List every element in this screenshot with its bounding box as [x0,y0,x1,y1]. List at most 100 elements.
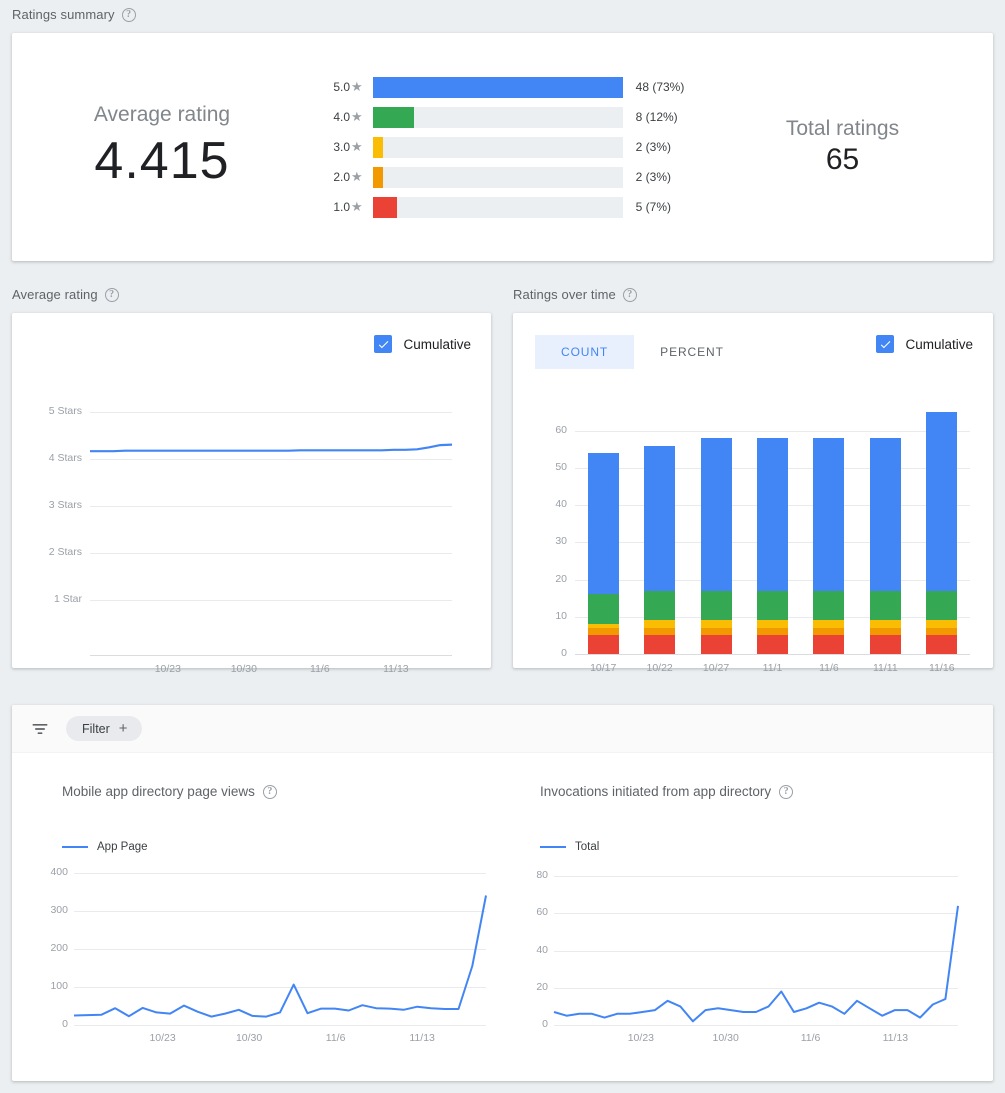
tab-percent[interactable]: PERCENT [660,345,724,359]
x-axis-tick-label: 11/11 [872,662,898,674]
help-icon[interactable]: ? [262,784,277,799]
filter-chip[interactable]: Filter + [66,716,142,741]
legend-swatch [540,845,566,849]
rating-count-label: 5 (7%) [635,200,671,214]
count-percent-toggle[interactable]: COUNT PERCENT [535,335,750,369]
plus-icon[interactable]: + [118,720,128,737]
bar-segment-2-star [700,627,732,636]
gridline [554,1025,958,1026]
bar-segment-1-star [587,635,619,654]
line-series [73,895,487,1018]
bar-segment-2-star [926,627,958,636]
gridline [90,600,452,601]
legend-swatch [62,845,88,849]
gridline [74,987,486,988]
rating-stars-label: 1.0 [333,200,350,214]
gridline [554,913,958,914]
y-axis-tick-label: 20 [536,980,548,993]
help-icon[interactable]: ? [622,287,637,302]
invocations-legend: Total [540,841,599,853]
x-axis-tick-label: 10/30 [235,1032,263,1044]
rating-stars-label: 5.0 [333,80,350,94]
bar-segment-3-star [587,624,619,628]
stacked-bar [926,412,958,654]
invocations-title-label: Invocations initiated from app directory [540,784,772,799]
y-axis-tick-label: 5 Stars [48,405,82,417]
page-views-legend: App Page [62,841,148,853]
bar-segment-5-star [869,438,901,591]
rating-distribution-row: 3.0 ★ 2 (3%) [326,132,692,162]
y-axis-tick-label: 40 [536,943,548,956]
tab-count[interactable]: COUNT [535,335,635,369]
total-ratings-label: Total ratings [785,117,900,140]
x-axis-tick-label: 11/6 [310,663,330,675]
average-rating-card: Cumulative 5 Stars 4 Stars 3 Stars 2 Stars 1… [12,313,491,675]
average-rating-block: Average rating 4.415 [12,103,312,191]
y-axis-tick-label: 300 [50,903,68,916]
gridline [90,506,452,507]
filter-list-icon[interactable] [30,719,50,739]
x-axis-line [90,655,452,656]
x-axis-tick-label: 11/16 [929,662,955,674]
average-rating-value: 4.415 [94,132,230,190]
help-icon[interactable]: ? [104,287,119,302]
star-icon: ★ [351,139,363,154]
cumulative-label: Cumulative [403,336,471,352]
y-axis-tick-label: 20 [555,573,567,585]
rating-distribution-row: 5.0 ★ 48 (73%) [326,72,692,102]
x-axis-tick-label: 11/13 [409,1032,435,1044]
cumulative-checkbox[interactable] [876,335,895,353]
bar-segment-3-star [700,620,732,628]
gridline [90,553,452,554]
cumulative-toggle[interactable]: Cumulative [876,335,973,353]
gridline [554,951,958,952]
line-series [553,905,959,1023]
x-axis-tick-label: 10/27 [702,662,730,674]
x-axis-tick-label: 10/23 [149,1032,176,1044]
rating-distribution: 5.0 ★ 48 (73%) 4.0 ★ 8 (12%) 3.0 ★ 2 (3%) 2.0 ★ 2 (… [312,72,692,222]
gridline [90,459,452,460]
page-views-title: Mobile app directory page views ? [62,784,277,799]
y-axis-tick-label: 40 [555,498,567,510]
rating-stars-label: 3.0 [333,140,350,154]
average-rating-label: Average rating [93,103,231,126]
x-axis-tick-label: 11/1 [762,662,783,674]
x-axis-tick-label: 11/13 [383,663,409,675]
x-axis-tick-label: 11/6 [819,662,839,674]
star-icon: ★ [351,169,363,184]
bar-segment-2-star [587,627,619,636]
y-axis-tick-label: 100 [50,979,68,992]
bar-segment-4-star [926,590,958,621]
x-axis-tick-label: 10/30 [712,1032,739,1044]
help-icon[interactable]: ? [121,7,136,22]
invocations-plot: 0 20 40 60 80 10/23 10/30 11/6 11/13 [492,753,973,1081]
gridline [74,911,486,912]
rating-bar-track [372,166,623,188]
bar-segment-1-star [926,635,958,654]
bar-segment-5-star [926,412,958,591]
help-icon[interactable]: ? [779,784,794,799]
bar-segment-5-star [587,453,619,595]
bar-segment-5-star [700,438,732,591]
bar-segment-4-star [813,590,845,621]
bar-segment-2-star [757,627,788,636]
cumulative-checkbox[interactable] [374,335,393,353]
rating-bar-fill [372,106,414,128]
total-ratings-value: 65 [825,143,860,176]
ratings-over-time-card: COUNT PERCENT Cumulative 0 10 20 30 40 50 60 10/… [513,313,993,674]
y-axis-tick-label: 0 [542,1018,548,1030]
x-axis-tick-label: 11/6 [325,1032,346,1044]
bar-segment-2-star [644,627,676,636]
rating-bar-fill [372,76,623,98]
page-views-plot: 0 100 200 300 400 10/23 10/30 11/6 11/13 [12,753,492,1081]
y-axis-tick-label: 50 [555,461,567,473]
gridline [575,431,970,432]
total-ratings-block: Total ratings 65 [692,117,993,177]
x-axis-tick-label: 10/22 [646,662,673,674]
y-axis-tick-label: 2 Stars [48,546,82,558]
gridline [554,988,958,989]
bar-segment-4-star [700,590,732,621]
cumulative-toggle[interactable]: Cumulative [374,335,471,353]
rating-bar-fill [372,196,397,218]
bar-segment-1-star [757,635,788,654]
